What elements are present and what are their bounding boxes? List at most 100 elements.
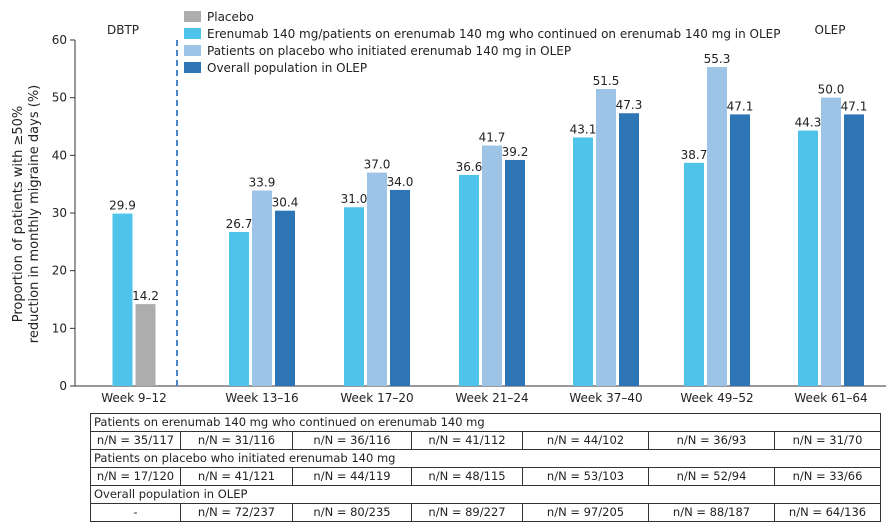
bar [229, 232, 249, 386]
table-cell: n/N = 44/119 [292, 467, 412, 486]
data-label: 14.2 [132, 289, 159, 303]
data-label: 36.6 [456, 160, 483, 174]
data-label: 31.0 [341, 192, 368, 206]
table-cell: n/N = 89/227 [411, 503, 523, 522]
y-tick-label: 50 [52, 91, 67, 105]
table-cell: n/N = 35/117 [90, 431, 181, 450]
table-cell: n/N = 17/120 [90, 467, 181, 486]
table-section-header-row: Patients on placebo who initiated erenum… [90, 449, 881, 468]
legend-swatch [184, 45, 201, 56]
y-tick-label: 20 [52, 264, 67, 278]
y-axis-title: Proportion of patients with ≥50% reducti… [11, 85, 42, 343]
data-label: 44.3 [795, 116, 822, 130]
bar [619, 113, 639, 386]
bar [367, 172, 387, 386]
sample-size-table: Patients on erenumab 140 mg who continue… [90, 413, 881, 522]
legend-label: Placebo [207, 10, 254, 24]
table-cell: n/N = 41/112 [411, 431, 523, 450]
y-axis-title-line1: Proportion of patients with ≥50% [11, 106, 26, 323]
bar [505, 159, 525, 386]
table-cell: n/N = 33/66 [774, 467, 881, 486]
table-cell: n/N = 64/136 [774, 503, 881, 522]
data-labels: 29.9 14.2 26.7 33.9 30.4 31.0 37.0 34.0 36.6 41.7… [109, 52, 867, 303]
bar [798, 130, 818, 386]
y-tick-label: 0 [59, 379, 67, 393]
x-tick-label: Week 49–52 [680, 391, 753, 405]
bar [844, 114, 864, 386]
x-tick-label: Week 37–40 [569, 391, 642, 405]
legend-label: Patients on placebo who initiated erenum… [207, 44, 571, 58]
table-cell: n/N = 72/237 [180, 503, 293, 522]
bar [112, 213, 133, 386]
x-tick-label: Week 61–64 [794, 391, 867, 405]
data-label: 38.7 [681, 148, 708, 162]
data-label: 47.1 [727, 99, 754, 113]
legend-label: Overall population in OLEP [207, 61, 367, 75]
period-label-olep: OLEP [815, 23, 846, 37]
x-tick-label: Week 13–16 [225, 391, 298, 405]
table-cell: n/N = 36/116 [292, 431, 412, 450]
data-label: 34.0 [387, 175, 414, 189]
data-label: 29.9 [109, 199, 136, 213]
bar [344, 207, 364, 386]
data-label: 43.1 [570, 122, 597, 136]
bar [573, 137, 593, 386]
data-label: 55.3 [704, 52, 731, 66]
data-label: 50.0 [818, 83, 845, 97]
legend-swatch [184, 28, 201, 39]
table-cell: n/N = 31/116 [180, 431, 293, 450]
data-label: 47.1 [841, 99, 868, 113]
table-cell: - [90, 503, 181, 522]
legend: Placebo Erenumab 140 mg/patients on erenu… [184, 10, 781, 75]
y-tick-label: 60 [52, 33, 67, 47]
y-tick-label: 40 [52, 148, 67, 162]
table-row: - n/N = 72/237 n/N = 80/235 n/N = 89/227 n/N… [90, 503, 881, 522]
data-label: 30.4 [272, 196, 299, 210]
table-row: n/N = 35/117 n/N = 31/116 n/N = 36/116 n/N … [90, 431, 881, 450]
bar [596, 89, 616, 387]
y-axis: 0 10 20 30 40 50 60 [52, 33, 76, 393]
x-tick-label: Week 21–24 [455, 391, 528, 405]
y-tick-label: 30 [52, 206, 67, 220]
table-cell: n/N = 80/235 [292, 503, 412, 522]
bar [135, 304, 156, 386]
y-tick-label: 10 [52, 321, 67, 335]
x-tick-label: Week 17–20 [340, 391, 413, 405]
table-cell: n/N = 48/115 [411, 467, 523, 486]
table-cell: n/N = 36/93 [648, 431, 775, 450]
table-cell: n/N = 88/187 [648, 503, 775, 522]
y-axis-title-line2: reduction in monthly migraine days (%) [27, 85, 42, 343]
table-section-header-row: Patients on erenumab 140 mg who continue… [90, 413, 881, 432]
bar [275, 210, 295, 386]
period-label-dbtp: DBTP [107, 23, 139, 37]
table-section-header-row: Overall population in OLEP [90, 485, 881, 504]
bar [684, 162, 704, 386]
bar [821, 97, 841, 387]
bars [112, 67, 864, 387]
table-cell: n/N = 53/103 [522, 467, 649, 486]
bar [459, 174, 479, 386]
data-label: 47.3 [616, 98, 643, 112]
data-label: 41.7 [479, 131, 506, 145]
bar [482, 145, 502, 386]
legend-swatch [184, 62, 201, 73]
data-label: 51.5 [593, 74, 620, 88]
bar-chart: 0 10 20 30 40 50 60 Week 9–12 Week 13–16 Week 17… [11, 10, 886, 405]
table-section-title: Overall population in OLEP [90, 485, 881, 504]
bar [707, 67, 727, 386]
table-row: n/N = 17/120 n/N = 41/121 n/N = 44/119 n/N … [90, 467, 881, 486]
x-tick-label: Week 9–12 [101, 391, 167, 405]
table-cell: n/N = 41/121 [180, 467, 293, 486]
table-cell: n/N = 31/70 [774, 431, 881, 450]
table-cell: n/N = 44/102 [522, 431, 649, 450]
data-label: 37.0 [364, 158, 391, 172]
legend-label: Erenumab 140 mg/patients on erenumab 140… [207, 27, 781, 41]
bar [390, 189, 410, 386]
bar [252, 190, 272, 386]
table-cell: n/N = 52/94 [648, 467, 775, 486]
legend-swatch [184, 11, 201, 22]
data-label: 26.7 [226, 217, 253, 231]
table-cell: n/N = 97/205 [522, 503, 649, 522]
x-axis: Week 9–12 Week 13–16 Week 17–20 Week 21–24 W… [75, 385, 886, 405]
table-section-title: Patients on placebo who initiated erenum… [90, 449, 881, 468]
